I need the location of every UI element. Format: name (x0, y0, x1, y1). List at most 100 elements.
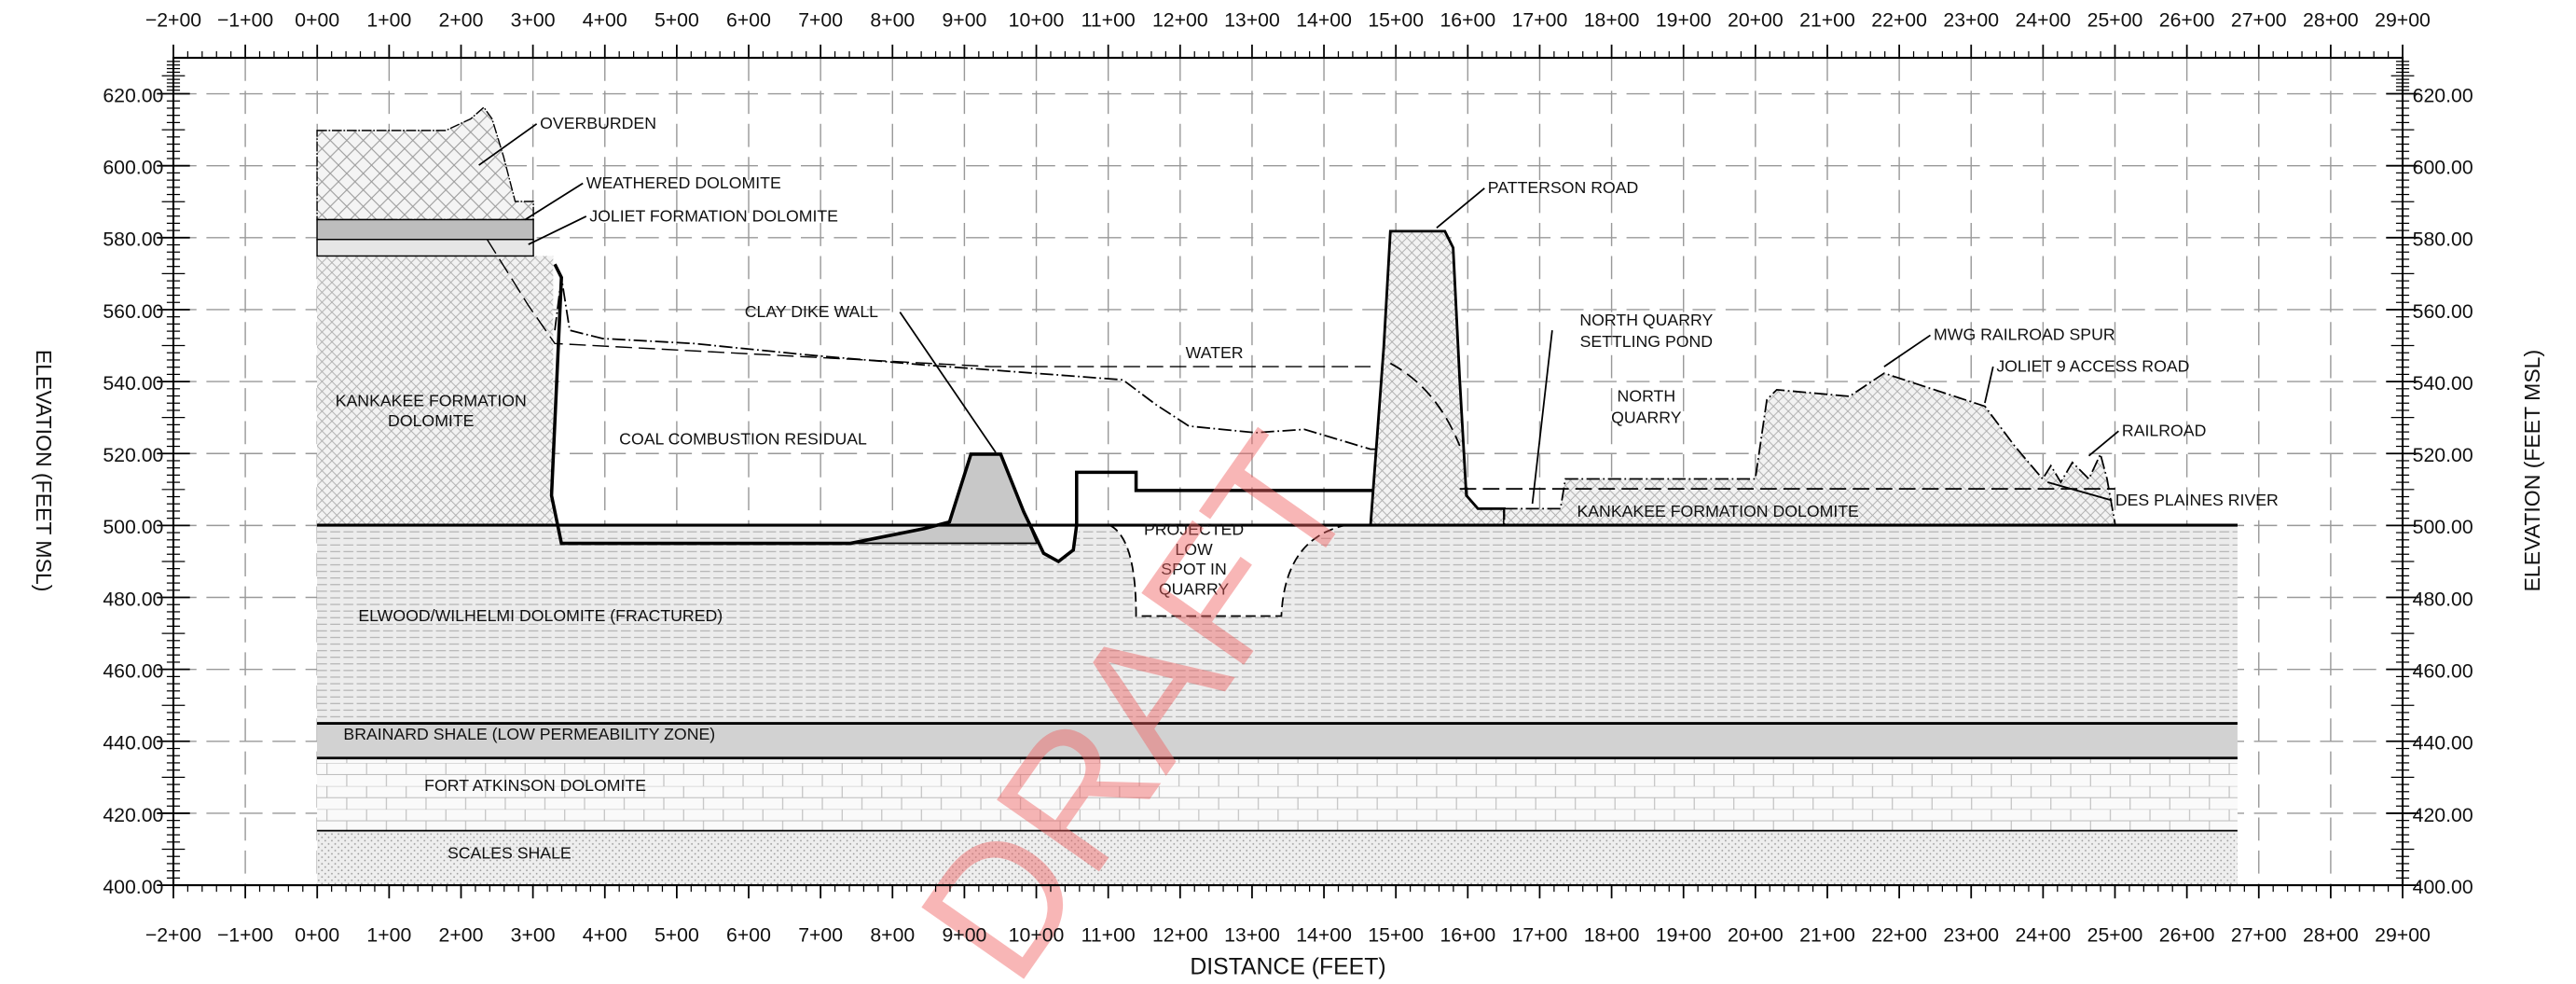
x-tick-label: −1+00 (217, 8, 273, 31)
label: MWG RAILROAD SPUR (1934, 326, 2115, 344)
x-tick-label: 16+00 (1440, 8, 1495, 31)
y2-tick-label: 560.00 (2413, 300, 2473, 323)
y2-tick-label: 600.00 (2413, 157, 2473, 179)
x-tick-label: 22+00 (1871, 8, 1927, 31)
x-tick-label: 19+00 (1656, 923, 1712, 946)
x-tick-label: 5+00 (654, 8, 699, 31)
y-tick-label: 460.00 (103, 660, 163, 683)
label: RAILROAD (2122, 421, 2206, 439)
x-tick-label: 15+00 (1368, 8, 1424, 31)
x-tick-label: 7+00 (798, 923, 843, 946)
label: PATTERSON ROAD (1488, 178, 1639, 197)
y-tick-label: 580.00 (103, 229, 163, 251)
x-tick-label: 14+00 (1296, 8, 1352, 31)
x-tick-label: 12+00 (1152, 923, 1208, 946)
x-tick-label: 20+00 (1728, 923, 1784, 946)
x-tick-label: 26+00 (2159, 923, 2215, 946)
x-tick-label: 10+00 (1009, 8, 1065, 31)
cross-section: OVERBURDEN WEATHERED DOLOMITE JOLIET FOR… (0, 0, 2576, 979)
x-tick-label: 29+00 (2375, 8, 2431, 31)
label: ELWOOD/WILHELMI DOLOMITE (FRACTURED) (358, 606, 723, 625)
x-tick-label: 9+00 (942, 923, 986, 946)
x-tick-label: 13+00 (1224, 923, 1280, 946)
label: JOLIET 9 ACCESS ROAD (1996, 356, 2189, 375)
x-tick-label: 17+00 (1512, 923, 1568, 946)
x-tick-label: 19+00 (1656, 8, 1712, 31)
y-tick-label: 540.00 (103, 372, 163, 395)
y2-tick-label: 540.00 (2413, 372, 2473, 395)
label: KANKAKEE FORMATION DOLOMITE (1577, 502, 1859, 520)
y-tick-label: 400.00 (103, 876, 163, 898)
x-tick-label: 2+00 (439, 923, 484, 946)
x-tick-label: 6+00 (726, 923, 771, 946)
y-tick-label: 560.00 (103, 300, 163, 323)
label: JOLIET FORMATION DOLOMITE (589, 206, 838, 225)
x-tick-label: 8+00 (870, 923, 915, 946)
y2-tick-label: 580.00 (2413, 229, 2473, 251)
x-tick-label: 9+00 (942, 8, 986, 31)
y-tick-label: 500.00 (103, 516, 163, 538)
x-tick-label: 8+00 (870, 8, 915, 31)
y-tick-label: 520.00 (103, 444, 163, 466)
y-tick-label: 440.00 (103, 732, 163, 755)
x-tick-label: 1+00 (366, 8, 411, 31)
x-tick-label: 11+00 (1081, 923, 1136, 946)
x-tick-label: 0+00 (295, 923, 339, 946)
x-tick-label: 10+00 (1009, 923, 1065, 946)
y2-axis-title: ELEVATION (FEET MSL) (2520, 350, 2544, 592)
x-tick-label: 14+00 (1296, 923, 1352, 946)
weathered-layer (317, 219, 533, 239)
x-tick-label: 24+00 (2016, 923, 2072, 946)
y2-tick-label: 520.00 (2413, 444, 2473, 466)
x-tick-label: 0+00 (295, 8, 339, 31)
x-tick-label: 28+00 (2303, 8, 2359, 31)
y2-tick-label: 500.00 (2413, 516, 2473, 538)
page: OVERBURDEN WEATHERED DOLOMITE JOLIET FOR… (0, 0, 2576, 984)
x-tick-label: 25+00 (2087, 923, 2143, 946)
x-tick-label: −2+00 (145, 8, 201, 31)
y2-tick-label: 420.00 (2413, 804, 2473, 826)
x-tick-label: 3+00 (511, 8, 556, 31)
joliet-layer (317, 240, 533, 256)
y-tick-label: 480.00 (103, 588, 163, 610)
y-tick-label: 420.00 (103, 804, 163, 826)
label: CLAY DIKE WALL (745, 302, 878, 321)
label: FORT ATKINSON DOLOMITE (424, 776, 646, 795)
x-tick-label: 2+00 (439, 8, 484, 31)
y-tick-label: 620.00 (103, 84, 163, 106)
x-tick-label: −2+00 (145, 923, 201, 946)
x-tick-label: 13+00 (1224, 8, 1280, 31)
y-tick-label: 600.00 (103, 157, 163, 179)
label: COAL COMBUSTION RESIDUAL (619, 429, 867, 448)
x-tick-label: 26+00 (2159, 8, 2215, 31)
x-tick-label: 11+00 (1081, 8, 1136, 31)
y2-tick-label: 460.00 (2413, 660, 2473, 683)
scales-layer (317, 831, 2238, 885)
x-tick-label: 27+00 (2231, 8, 2287, 31)
x-tick-label: 24+00 (2016, 8, 2072, 31)
x-tick-label: 28+00 (2303, 923, 2359, 946)
y2-tick-label: 440.00 (2413, 732, 2473, 755)
label: KANKAKEE FORMATION (336, 392, 527, 410)
patterson-embankment (1371, 231, 1504, 525)
x-tick-label: 29+00 (2375, 923, 2431, 946)
x-tick-label: −1+00 (217, 923, 273, 946)
x-tick-label: 25+00 (2087, 8, 2143, 31)
x-tick-label: 3+00 (511, 923, 556, 946)
x-tick-label: 5+00 (654, 923, 699, 946)
label: OVERBURDEN (540, 114, 656, 132)
x-tick-label: 22+00 (1871, 923, 1927, 946)
label: BRAINARD SHALE (LOW PERMEABILITY ZONE) (343, 725, 715, 743)
x-tick-label: 16+00 (1440, 923, 1495, 946)
x-tick-label: 20+00 (1728, 8, 1784, 31)
y-axis-title: ELEVATION (FEET MSL) (32, 350, 56, 592)
x-tick-label: 18+00 (1584, 923, 1640, 946)
x-tick-label: 7+00 (798, 8, 843, 31)
x-tick-label: 27+00 (2231, 923, 2287, 946)
label: DES PLAINES RIVER (2115, 491, 2279, 509)
overburden-layer (317, 107, 533, 219)
x-tick-label: 21+00 (1799, 923, 1855, 946)
x-tick-label: 23+00 (1943, 923, 1999, 946)
label: DOLOMITE (388, 411, 475, 430)
x-tick-label: 12+00 (1152, 8, 1208, 31)
